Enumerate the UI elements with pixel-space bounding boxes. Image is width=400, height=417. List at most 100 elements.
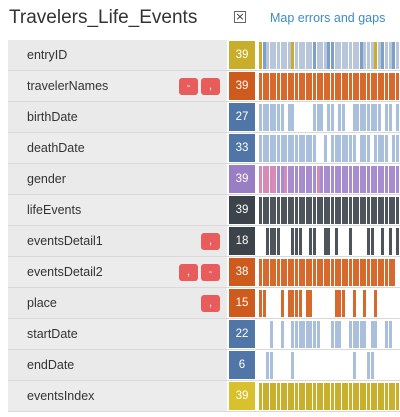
value-bar — [353, 135, 356, 162]
value-bar — [291, 197, 294, 224]
value-bar — [291, 42, 294, 69]
value-bar — [360, 383, 363, 410]
value-bar — [259, 135, 262, 162]
value-distribution — [259, 290, 400, 317]
value-bar — [302, 259, 305, 286]
separator-tag[interactable]: - — [201, 264, 220, 281]
value-bar — [342, 166, 345, 193]
value-bar — [263, 259, 266, 286]
value-bar — [302, 73, 305, 100]
separator-tag[interactable]: - — [179, 78, 198, 95]
value-bar — [320, 197, 323, 224]
value-bar — [288, 166, 291, 193]
value-bar — [353, 73, 356, 100]
value-bar — [335, 135, 338, 162]
column-row[interactable]: eventsIndex 39 — [8, 381, 400, 412]
value-bar — [345, 135, 348, 162]
value-bar — [331, 42, 334, 69]
value-bar — [295, 42, 298, 69]
value-bar — [324, 259, 327, 286]
value-bar — [353, 290, 356, 317]
value-bar — [331, 166, 334, 193]
value-bar — [378, 383, 381, 410]
value-bar — [353, 352, 356, 379]
value-bar — [288, 259, 291, 286]
column-row[interactable]: startDate 22 — [8, 319, 400, 350]
value-bar — [360, 42, 363, 69]
value-bar — [302, 383, 305, 410]
separator-tag[interactable]: , — [201, 295, 220, 312]
value-distribution — [259, 259, 400, 286]
value-bar — [367, 104, 370, 131]
value-distribution — [259, 42, 400, 69]
column-name: entryID — [27, 48, 67, 62]
column-row[interactable]: endDate 6 — [8, 350, 400, 381]
column-row[interactable]: gender 39 — [8, 164, 400, 195]
column-label-cell: place, — [8, 288, 227, 318]
close-icon[interactable]: × — [234, 11, 246, 23]
value-bar — [342, 383, 345, 410]
value-bar — [378, 104, 381, 131]
header: Travelers_Life_Events × Map errors and g… — [0, 0, 400, 38]
column-row[interactable]: deathDate 33 — [8, 133, 400, 164]
value-bar — [313, 135, 316, 162]
value-bar — [327, 104, 330, 131]
value-bar — [331, 321, 334, 348]
column-row[interactable]: place, 15 — [8, 288, 400, 319]
value-bar — [273, 166, 276, 193]
value-bar — [360, 321, 363, 348]
value-bar — [396, 42, 399, 69]
value-bar — [389, 383, 392, 410]
value-bar — [291, 290, 294, 317]
value-bar — [374, 73, 377, 100]
column-row[interactable]: eventsDetail2, -38 — [8, 257, 400, 288]
value-bar — [345, 197, 348, 224]
value-bar — [288, 383, 291, 410]
column-row[interactable]: lifeEvents 39 — [8, 195, 400, 226]
value-bar — [299, 73, 302, 100]
value-bar — [331, 73, 334, 100]
column-label-cell: gender — [8, 164, 227, 194]
column-label-cell: endDate — [8, 350, 227, 380]
map-errors-link[interactable]: Map errors and gaps — [270, 11, 385, 25]
value-bar — [288, 42, 291, 69]
value-bar — [392, 383, 395, 410]
value-bar — [371, 352, 374, 379]
value-bar — [320, 104, 323, 131]
value-bar — [313, 228, 316, 255]
value-bar — [389, 73, 392, 100]
value-bar — [284, 383, 287, 410]
separator-tag[interactable]: , — [201, 78, 220, 95]
column-row[interactable]: eventsDetail1, 18 — [8, 226, 400, 257]
value-bar — [295, 321, 298, 348]
value-bar — [389, 166, 392, 193]
value-bar — [338, 73, 341, 100]
value-bar — [356, 197, 359, 224]
column-label-cell: startDate — [8, 319, 227, 349]
value-bar — [385, 73, 388, 100]
value-bar — [284, 166, 287, 193]
column-row[interactable]: entryID 39 — [8, 40, 400, 71]
column-row[interactable]: birthDate 27 — [8, 102, 400, 133]
value-bar — [259, 104, 262, 131]
value-bar — [345, 383, 348, 410]
separator-tag[interactable]: , — [179, 264, 198, 281]
value-bar — [374, 104, 377, 131]
value-bar — [356, 73, 359, 100]
value-bar — [367, 259, 370, 286]
value-bar — [356, 104, 359, 131]
column-row[interactable]: travelerNames -, 39 — [8, 71, 400, 102]
value-bar — [381, 259, 384, 286]
value-bar — [320, 42, 323, 69]
count-badge: 22 — [229, 320, 255, 348]
value-bar — [353, 166, 356, 193]
value-bar — [363, 197, 366, 224]
separator-tag[interactable]: , — [201, 233, 220, 250]
value-bar — [263, 197, 266, 224]
value-bar — [299, 321, 302, 348]
value-bar — [363, 135, 366, 162]
value-bar — [288, 290, 291, 317]
value-bar — [356, 383, 359, 410]
value-bar — [291, 166, 294, 193]
value-bar — [367, 166, 370, 193]
